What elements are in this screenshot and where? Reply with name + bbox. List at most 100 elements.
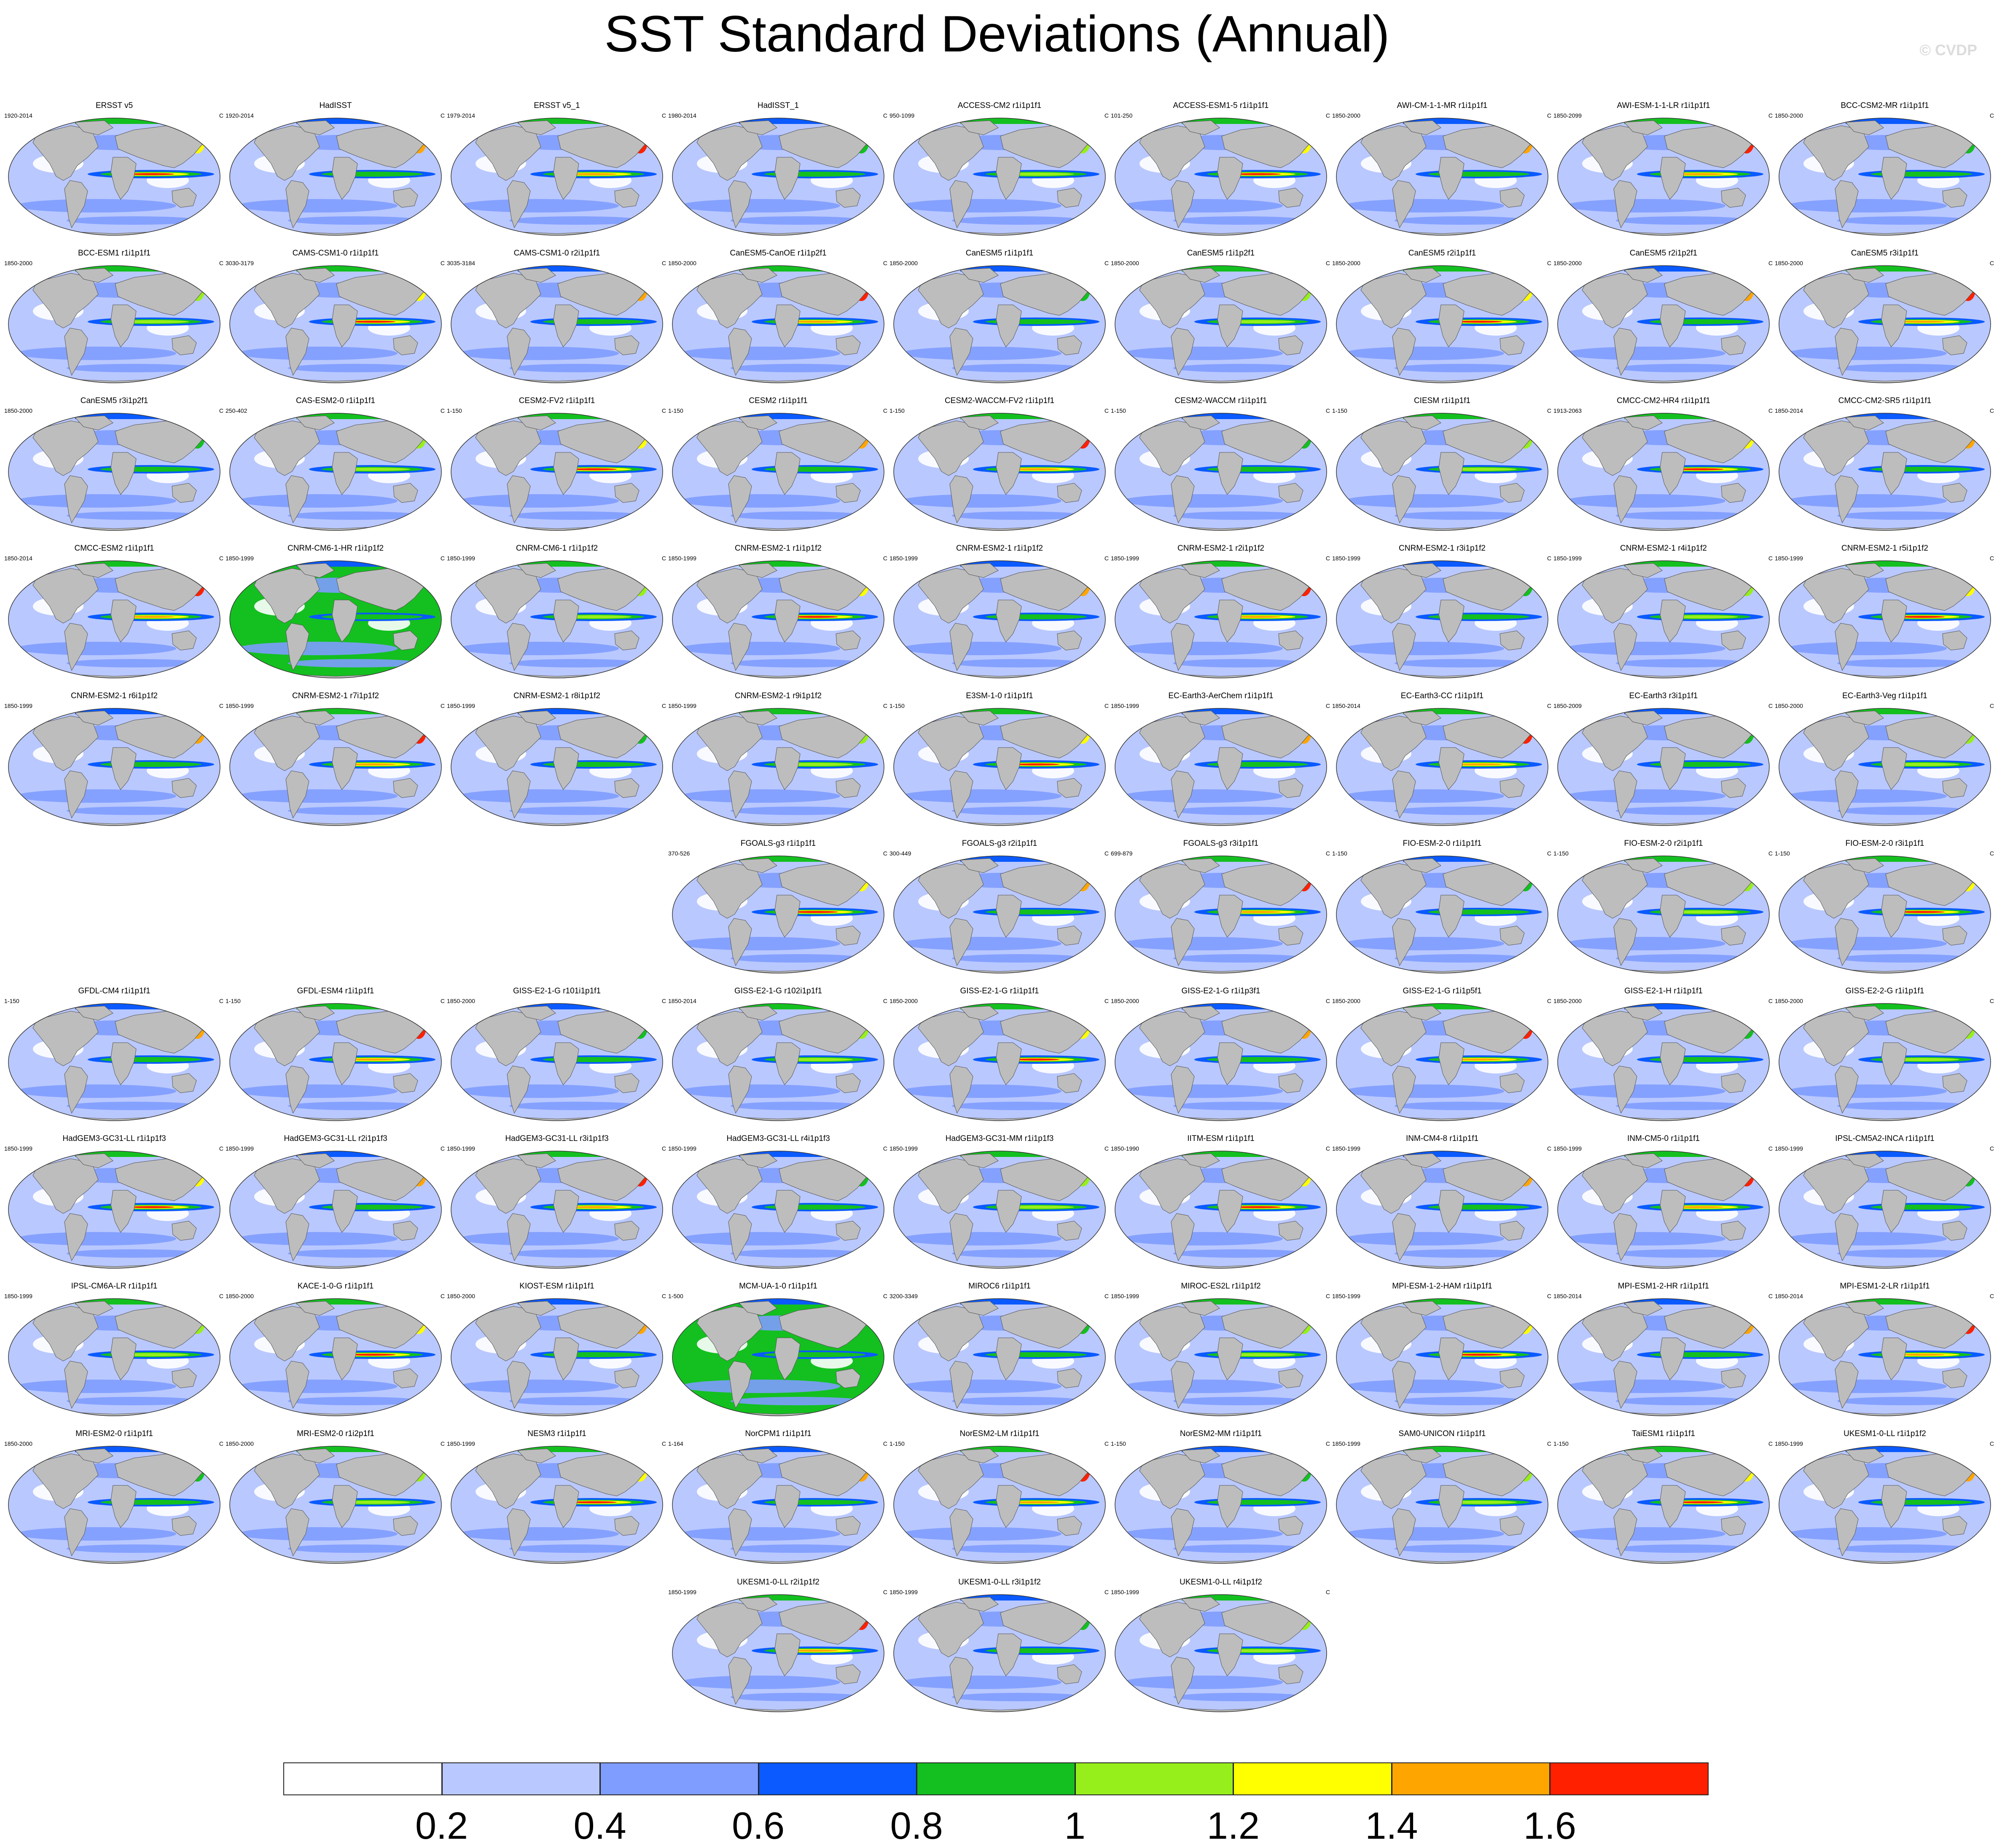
land-mass (1171, 1508, 1195, 1557)
panel-years: 1850-1999 (226, 1145, 254, 1152)
sst-variability-band (509, 216, 644, 225)
sst-variability-band (67, 659, 202, 667)
sst-variability-band (459, 199, 619, 213)
enso-tongue (570, 1206, 617, 1208)
land-mass (285, 770, 309, 819)
land-mass (296, 710, 335, 726)
map-panel: UKESM1-0-LL r1i1p1f2 1850-1999 C (1774, 1426, 1994, 1574)
panel-title: MCM-UA-1-0 r1i1p1f1 (739, 1282, 817, 1291)
land-mass (614, 483, 640, 503)
panel-units: C (883, 702, 887, 709)
land-mass (949, 1213, 973, 1262)
land-mass (517, 1301, 556, 1316)
colorbar-tick-label: 0.8 (890, 1805, 943, 1847)
panel-title: MPI-ESM1-2-HR r1i1p1f1 (1618, 1282, 1709, 1291)
panel-years: 1980-2014 (668, 112, 696, 119)
sst-variability-band (459, 1232, 619, 1245)
panel-units: C (1547, 555, 1551, 562)
sst-variability-band (509, 1397, 644, 1405)
panel-units: C (1768, 1145, 1773, 1152)
land-mass (738, 1301, 777, 1316)
land-mass (172, 1221, 197, 1241)
land-mass (517, 1448, 556, 1463)
sst-std-map (1779, 413, 1991, 531)
panel-years: 3035-3184 (447, 260, 475, 266)
sst-variability-band (288, 1544, 423, 1553)
panel-title: NorESM2-MM r1i1p1f1 (1180, 1429, 1262, 1438)
sst-variability-band (1123, 1676, 1283, 1689)
land-mass (1942, 1516, 1967, 1536)
panel-units: C (1768, 1293, 1773, 1299)
land-mass (996, 1485, 1022, 1528)
panel-units: C (440, 1440, 445, 1447)
sst-std-map (1115, 1594, 1327, 1712)
panel-years: 1850-1990 (1111, 1145, 1139, 1152)
land-mass (949, 1508, 973, 1557)
enso-tongue (570, 1501, 617, 1504)
map-border (229, 1298, 442, 1416)
sst-variability-band (1395, 954, 1529, 963)
map-border (672, 265, 884, 383)
sst-variability-band (1787, 937, 1947, 950)
panel-title: CNRM-ESM2-1 r9i1p1f2 (735, 691, 822, 700)
panel-title: UKESM1-0-LL r1i1p1f2 (1844, 1429, 1926, 1438)
sst-variability-band (1395, 1102, 1529, 1110)
land-mass (1942, 778, 1967, 798)
land-mass (1942, 925, 1967, 946)
land-mass (1613, 1361, 1637, 1409)
panel-title: CESM2-FV2 r1i1p1f1 (519, 396, 595, 405)
colorbar-swatch (1391, 1762, 1551, 1795)
enso-tongue (349, 1353, 395, 1356)
panel-title: MIROC6 r1i1p1f1 (968, 1282, 1031, 1291)
map-panel: KACE-1-0-G r1i1p1f1 1850-2000 C (225, 1278, 446, 1426)
land-mass (285, 180, 309, 229)
cvdp-watermark: © CVDP (1919, 41, 1977, 59)
panel-title: ERSST v5_1 (534, 101, 580, 110)
land-mass (1500, 1368, 1525, 1388)
land-mass (1721, 1221, 1746, 1241)
panel-units: C (1104, 555, 1109, 562)
sst-std-map (1336, 265, 1548, 383)
sst-variability-band (16, 789, 176, 803)
map-panel: CAMS-CSM1-0 r1i1p1f1 3030-3179 C (225, 245, 446, 393)
land-mass (774, 747, 801, 790)
land-mass (1057, 1516, 1082, 1536)
panel-units: C (1768, 555, 1773, 562)
land-mass (774, 895, 801, 938)
sst-std-map (1336, 413, 1548, 531)
land-mass (1402, 1301, 1441, 1316)
land-mass (332, 1337, 358, 1380)
map-border (8, 118, 220, 236)
land-mass (74, 1006, 113, 1021)
panel-years: 1850-2000 (1775, 112, 1803, 119)
panel-units: C (661, 407, 666, 414)
land-mass (1438, 600, 1465, 643)
map-panel: HadGEM3-GC31-LL r2i1p1f3 1850-1999 C (225, 1131, 446, 1278)
land-mass (1942, 1221, 1967, 1241)
colorbar-tick-label: 1.4 (1365, 1805, 1418, 1847)
land-mass (553, 157, 579, 200)
sst-variability-band (1395, 807, 1529, 815)
map-border (1336, 708, 1548, 826)
land-mass (1171, 623, 1195, 671)
sst-variability-band (1787, 199, 1947, 213)
panel-units: C (1989, 850, 1994, 857)
land-mass (553, 1485, 579, 1528)
sst-variability-band (509, 659, 644, 667)
sst-variability-band (680, 1527, 840, 1541)
map-border (1115, 1151, 1327, 1269)
sst-variability-band (1123, 1380, 1283, 1393)
land-mass (1278, 483, 1303, 503)
sst-std-map (229, 413, 442, 531)
sst-std-map (229, 1298, 442, 1416)
land-mass (1438, 1190, 1465, 1233)
land-mass (728, 918, 752, 966)
panel-title: ACCESS-ESM1-5 r1i1p1f1 (1173, 101, 1269, 110)
land-mass (332, 747, 358, 790)
map-border (8, 1151, 220, 1269)
map-border (8, 1298, 220, 1416)
land-mass (1402, 1448, 1441, 1463)
sst-variability-band (288, 807, 423, 815)
sst-variability-band (67, 1102, 202, 1110)
panel-title: FIO-ESM-2-0 r3i1p1f1 (1845, 839, 1924, 848)
